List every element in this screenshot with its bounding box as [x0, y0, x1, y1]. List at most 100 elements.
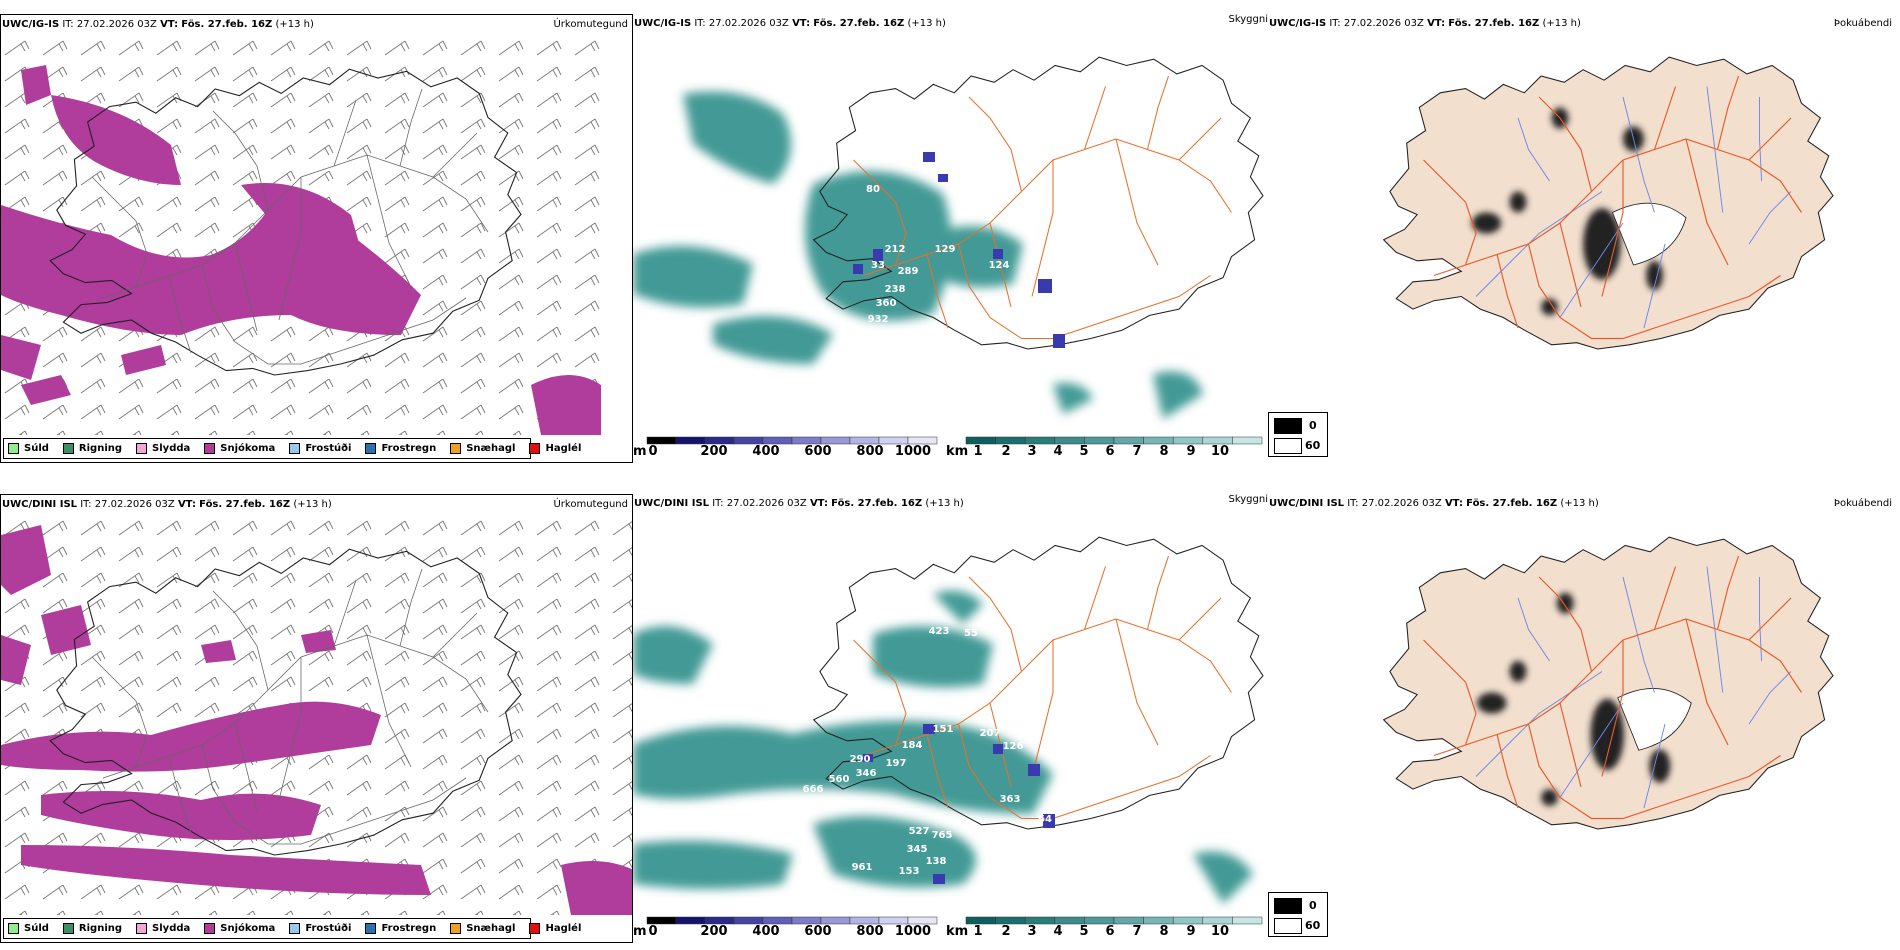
- legend-item: Súld: [8, 443, 49, 454]
- legend-swatch: [529, 923, 541, 934]
- cloudbase-value: 207: [980, 728, 1001, 739]
- cloudbase-value: 238: [885, 284, 906, 295]
- fog-legend-swatch: [1274, 418, 1302, 434]
- fog-legend-swatch: [1274, 438, 1302, 454]
- cloud-panel-row1: UWC/IG-IS IT: 27.02.2026 03Z VT: Fös. 27…: [633, 14, 1268, 463]
- cloudbase-value: 138: [926, 856, 947, 867]
- legend-swatch: [365, 923, 377, 934]
- legend-swatch: [529, 443, 541, 454]
- legend-item: Snæhagl: [450, 443, 515, 454]
- legend-swatch: [204, 923, 216, 934]
- precip-legend: Súld Rigning Slydda Snjókoma Frostúði Fr…: [3, 438, 581, 459]
- cloudbase-labels: 80 212 129 33 289 124 238 360 932 699: [866, 184, 1009, 355]
- run-header: UWC/DINI ISL IT: 27.02.2026 03Z VT: Fös.…: [1269, 498, 1599, 509]
- cloudbase-colorbar: m 0 200 400 600 800 1000: [633, 924, 932, 939]
- legend-item: Haglél: [529, 443, 581, 454]
- legend-swatch: [289, 923, 301, 934]
- legend-swatch: [450, 923, 462, 934]
- fog-legend-row1: 0 60: [1268, 412, 1328, 457]
- legend-swatch: [62, 923, 74, 934]
- panel-title: Þokuábendi: [1833, 18, 1892, 29]
- cloud-map: 80 212 129 33 289 124 238 360 932 699: [633, 56, 1264, 419]
- low-cloudbase-spots: [863, 724, 1055, 884]
- legend-swatch: [62, 443, 74, 454]
- legend-item: Snæhagl: [450, 923, 515, 934]
- colorbar-segment: [907, 436, 938, 445]
- run-header: UWC/DINI ISL IT: 27.02.2026 03Z VT: Fös.…: [634, 498, 964, 509]
- cloud-panel-row2: UWC/DINI ISL IT: 27.02.2026 03Z VT: Fös.…: [633, 494, 1268, 943]
- cloudbase-value: 129: [935, 244, 956, 255]
- legend-swatch: [450, 443, 462, 454]
- legend-swatch: [136, 443, 148, 454]
- colorbars-row1: [646, 436, 1263, 445]
- legend-item: Slydda: [136, 443, 190, 454]
- fog-map: [1383, 56, 1834, 350]
- panel-title: Úrkomutegund: [553, 499, 628, 510]
- legend-swatch: [8, 443, 19, 454]
- legend-swatch: [365, 443, 377, 454]
- cloudbase-value: 212: [885, 244, 906, 255]
- precip-map: [1, 515, 632, 915]
- low-visibility-areas: [633, 91, 1203, 419]
- legend-swatch: [204, 443, 216, 454]
- cloudbase-value: 932: [868, 314, 889, 325]
- colorbar-segment: [1232, 436, 1263, 445]
- legend-item: Rigning: [62, 923, 122, 934]
- run-header: UWC/IG-IS IT: 27.02.2026 03Z VT: Fös. 27…: [2, 19, 314, 30]
- precip-panel-row2: UWC/DINI ISL IT: 27.02.2026 03Z VT: Fös.…: [0, 494, 633, 943]
- fog-legend-row2: 0 60: [1268, 892, 1328, 937]
- panel-title: Úrkomutegund: [553, 19, 628, 30]
- cloudbase-value: 345: [907, 844, 928, 855]
- visibility-colorbar: km 1 2 3 4 5 6 7 8 9 10: [946, 924, 1230, 939]
- legend-item: Súld: [8, 923, 49, 934]
- fog-panel-row1: UWC/IG-IS IT: 27.02.2026 03Z VT: Fös. 27…: [1268, 14, 1900, 463]
- low-cloudbase-spots: [853, 152, 1065, 348]
- run-header: UWC/DINI ISL IT: 27.02.2026 03Z VT: Fös.…: [2, 499, 332, 510]
- colorbars-row2: [646, 916, 1263, 925]
- fog-map: [1383, 536, 1834, 830]
- low-visibility-areas: [633, 590, 1253, 904]
- cloudbase-colorbar: m 0 200 400 600 800 1000: [633, 444, 932, 459]
- cloudbase-value: 151: [933, 724, 954, 735]
- precip-map: [1, 35, 601, 435]
- legend-item: Frostúði: [289, 923, 351, 934]
- legend-item: Frostúði: [289, 443, 351, 454]
- cloudbase-value: 184: [902, 740, 923, 751]
- precip-legend: Súld Rigning Slydda Snjókoma Frostúði Fr…: [3, 918, 581, 939]
- cloudbase-value: 666: [803, 784, 824, 795]
- cloudbase-value: 360: [876, 298, 897, 309]
- snow-areas: [1, 65, 601, 435]
- cloudbase-value: 33: [871, 260, 885, 271]
- legend-swatch: [8, 923, 19, 934]
- cloudbase-value: 124: [989, 260, 1010, 271]
- legend-item: Snjókoma: [204, 923, 275, 934]
- panel-title: Skyggni: [1228, 14, 1268, 25]
- cloudbase-value: 676: [1001, 888, 1022, 899]
- cloudbase-value: 290: [850, 754, 871, 765]
- panel-title: Þokuábendi: [1833, 498, 1892, 509]
- cloudbase-value: 197: [886, 758, 907, 769]
- cloudbase-value: 560: [829, 774, 850, 785]
- legend-item: Snjókoma: [204, 443, 275, 454]
- cloudbase-value: 153: [899, 866, 920, 877]
- cloudbase-value: 55: [964, 628, 978, 639]
- cloudbase-value: 765: [932, 830, 953, 841]
- precip-panel-row1: UWC/IG-IS IT: 27.02.2026 03Z VT: Fös. 27…: [0, 14, 633, 463]
- visibility-colorbar: km 1 2 3 4 5 6 7 8 9 10: [946, 444, 1230, 459]
- run-header: UWC/IG-IS IT: 27.02.2026 03Z VT: Fös. 27…: [634, 18, 946, 29]
- fog-panel-row2: UWC/DINI ISL IT: 27.02.2026 03Z VT: Fös.…: [1268, 494, 1900, 943]
- cloudbase-value: 423: [929, 626, 950, 637]
- legend-item: Haglél: [529, 923, 581, 934]
- fog-intensity-spots: [1477, 592, 1671, 806]
- cloudbase-value: 527: [909, 826, 930, 837]
- panel-title: Skyggni: [1228, 494, 1268, 505]
- fog-legend-swatch: [1274, 918, 1302, 934]
- legend-item: Frostregn: [365, 923, 436, 934]
- cloudbase-value: 64: [1038, 814, 1052, 825]
- legend-item: Frostregn: [365, 443, 436, 454]
- cloudbase-value: 961: [852, 862, 873, 873]
- cloudbase-value: 80: [866, 184, 880, 195]
- cloudbase-value: 346: [856, 768, 877, 779]
